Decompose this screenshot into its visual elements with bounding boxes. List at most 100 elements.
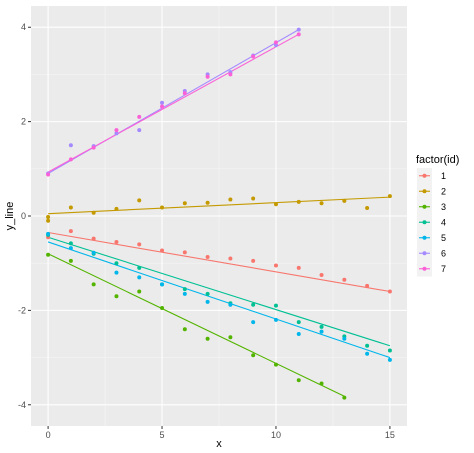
point-series-2 (387, 194, 392, 199)
point-series-6 (273, 43, 278, 48)
point-series-2 (342, 198, 347, 203)
point-series-7 (160, 104, 165, 109)
point-series-6 (114, 131, 119, 136)
point-series-3 (228, 335, 233, 340)
point-series-5 (205, 299, 210, 304)
legend-key-point (422, 251, 427, 256)
point-series-1 (365, 283, 370, 288)
point-series-3 (319, 381, 324, 386)
y-tick-label: 0 (21, 211, 26, 221)
point-series-7 (205, 74, 210, 79)
point-series-2 (319, 201, 324, 206)
point-series-2 (46, 218, 51, 223)
point-series-2 (273, 202, 278, 207)
legend-key-point (422, 204, 427, 209)
point-series-4 (319, 324, 324, 329)
point-series-2 (68, 205, 73, 210)
point-series-7 (114, 128, 119, 133)
point-series-2 (228, 197, 233, 202)
point-series-2 (46, 214, 51, 219)
fit-lines (47, 29, 391, 397)
point-series-3 (273, 362, 278, 367)
legend-label: 5 (441, 233, 446, 243)
point-series-3 (91, 282, 96, 287)
legend-key-point (422, 266, 427, 271)
fit-line-series-4 (47, 236, 391, 347)
point-series-6 (68, 143, 73, 148)
point-series-4 (114, 261, 119, 266)
point-series-1 (251, 258, 256, 263)
point-series-2 (365, 205, 370, 210)
point-series-2 (137, 198, 142, 203)
point-series-6 (137, 128, 142, 133)
fit-line-series-2 (48, 196, 390, 215)
point-series-1 (319, 272, 324, 277)
point-series-3 (251, 353, 256, 358)
legend-label: 7 (441, 264, 446, 274)
fit-line-series-1 (47, 231, 391, 293)
fit-line-series-5 (47, 241, 391, 359)
legend-title: factor(id) (416, 154, 459, 166)
point-series-1 (91, 236, 96, 241)
point-series-5 (46, 231, 51, 236)
point-series-3 (342, 395, 347, 400)
point-series-4 (182, 287, 187, 292)
point-series-5 (365, 351, 370, 356)
point-series-2 (251, 196, 256, 201)
point-series-1 (228, 256, 233, 261)
point-series-5 (137, 275, 142, 280)
legend-label: 6 (441, 248, 446, 258)
data-points (46, 27, 392, 400)
point-series-4 (68, 241, 73, 246)
point-series-4 (205, 291, 210, 296)
point-series-3 (137, 289, 142, 294)
x-axis-title: x (216, 438, 222, 450)
point-series-1 (137, 242, 142, 247)
y-tick-label: -4 (18, 400, 26, 410)
legend: factor(id) 1 2 3 4 5 6 7 (416, 154, 459, 277)
point-series-5 (273, 317, 278, 322)
fit-line-series-7 (47, 33, 300, 173)
point-series-2 (91, 210, 96, 215)
x-tick-label: 10 (271, 430, 281, 440)
point-series-5 (160, 282, 165, 287)
point-series-4 (387, 348, 392, 353)
legend-label: 4 (441, 217, 446, 227)
y-tick-label: 2 (21, 117, 26, 127)
point-series-1 (387, 289, 392, 294)
point-series-4 (273, 303, 278, 308)
legend-label: 3 (441, 202, 446, 212)
point-series-1 (160, 248, 165, 253)
point-series-3 (296, 378, 301, 383)
point-series-3 (114, 294, 119, 299)
point-series-5 (91, 250, 96, 255)
point-series-1 (205, 255, 210, 260)
legend-label: 1 (441, 171, 446, 181)
point-series-3 (46, 252, 51, 257)
point-series-5 (342, 336, 347, 341)
point-series-3 (68, 258, 73, 263)
point-series-6 (160, 100, 165, 105)
point-series-1 (296, 265, 301, 270)
point-series-5 (251, 320, 256, 325)
point-series-2 (182, 201, 187, 206)
point-series-2 (205, 200, 210, 205)
legend-keys: 1 2 3 4 5 6 7 (417, 168, 446, 277)
x-axis-ticks: 0 5 10 15 (46, 426, 395, 440)
point-series-1 (68, 229, 73, 234)
point-series-3 (160, 306, 165, 311)
point-series-7 (273, 40, 278, 45)
point-series-5 (387, 357, 392, 362)
x-tick-label: 5 (160, 430, 165, 440)
point-series-4 (365, 343, 370, 348)
legend-key-point (422, 220, 427, 225)
point-series-2 (160, 205, 165, 210)
point-series-7 (296, 32, 301, 37)
point-series-1 (342, 277, 347, 282)
point-series-2 (114, 206, 119, 211)
point-series-7 (251, 54, 256, 59)
legend-key-point (422, 173, 427, 178)
y-axis-ticks: -4 -2 0 2 4 (18, 22, 31, 410)
point-series-5 (319, 329, 324, 334)
